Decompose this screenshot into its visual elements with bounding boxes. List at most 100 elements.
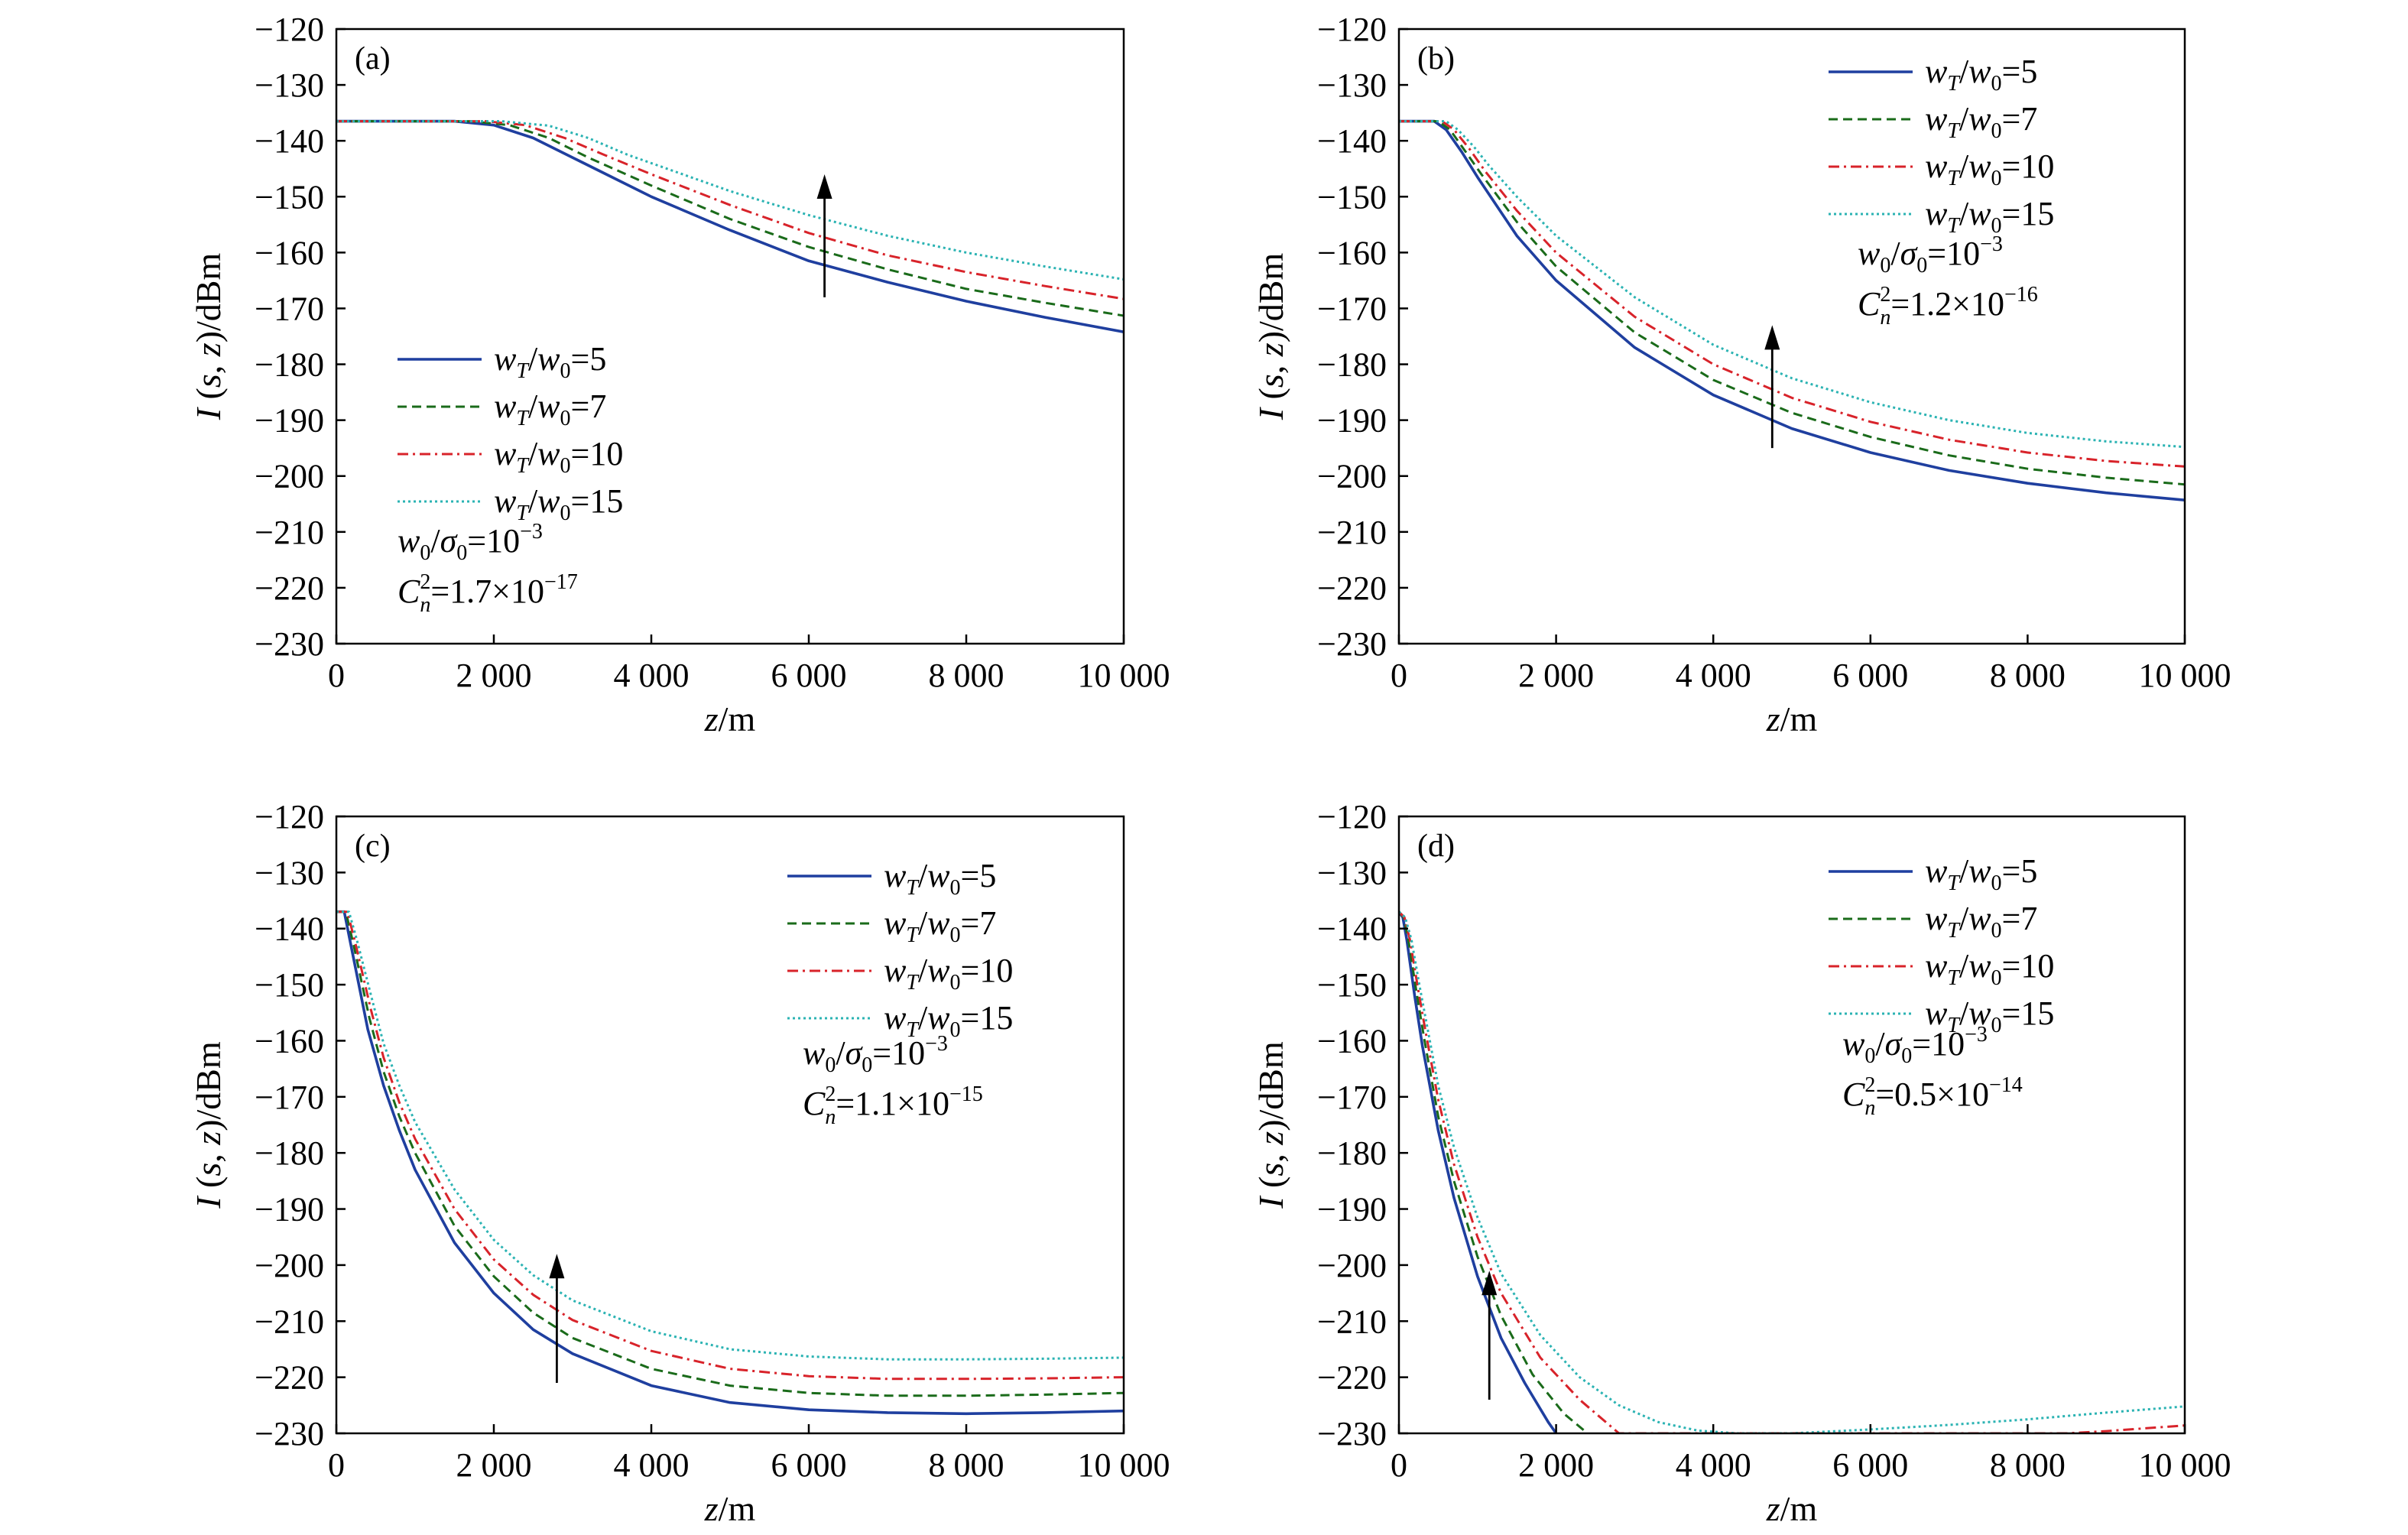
legend-entry: wT/w0=5 bbox=[1925, 53, 2037, 96]
series-line-10 bbox=[1399, 910, 2185, 1433]
y-tick-label: −210 bbox=[255, 514, 324, 551]
trend-arrow bbox=[1764, 325, 1780, 449]
y-tick-label: −170 bbox=[255, 1079, 324, 1116]
series-line-10 bbox=[336, 120, 1124, 300]
x-tick-label: 4 000 bbox=[614, 1446, 690, 1484]
y-tick-label: −170 bbox=[255, 290, 324, 327]
legend-entry: wT/w0=5 bbox=[1925, 852, 2037, 895]
series-group bbox=[1399, 119, 2185, 501]
y-tick-label: −150 bbox=[255, 966, 324, 1004]
y-tick-label: −190 bbox=[1317, 1191, 1387, 1228]
y-tick-label: −220 bbox=[1317, 1359, 1387, 1397]
plot-frame bbox=[1397, 815, 2186, 1435]
y-tick-label: −190 bbox=[255, 1191, 324, 1228]
series-group bbox=[1399, 910, 2185, 1433]
legend-entry: wT/w0=15 bbox=[494, 482, 623, 525]
param-cn2: C2 n=0.5×10−14 bbox=[1842, 1073, 2023, 1120]
x-tick-label: 4 000 bbox=[614, 657, 690, 694]
x-axis-label: z/m bbox=[704, 699, 756, 738]
y-tick-label: −230 bbox=[1317, 625, 1387, 663]
y-tick-label: −130 bbox=[255, 854, 324, 891]
y-tick-label: −190 bbox=[1317, 402, 1387, 440]
y-tick-label: −230 bbox=[255, 1415, 324, 1452]
x-tick-label: 10 000 bbox=[1078, 657, 1170, 694]
y-tick-label: −140 bbox=[1317, 910, 1387, 948]
y-tick-label: −130 bbox=[1317, 67, 1387, 104]
y-tick-label: −180 bbox=[255, 346, 324, 384]
y-tick-label: −200 bbox=[1317, 1247, 1387, 1284]
y-tick-label: −180 bbox=[255, 1134, 324, 1172]
x-tick-label: 4 000 bbox=[1676, 1446, 1751, 1484]
arrow-head bbox=[1481, 1271, 1498, 1296]
y-tick-label: −120 bbox=[255, 11, 324, 48]
x-tick-label: 6 000 bbox=[1832, 1446, 1908, 1484]
legend-entry: wT/w0=15 bbox=[1925, 195, 2054, 238]
y-tick-label: −160 bbox=[255, 1022, 324, 1060]
panel-label: (c) bbox=[355, 829, 391, 864]
chart-panel-a: −120 −130 −140 −150 −160 −170 −180 −190 −200 −210… bbox=[189, 11, 1170, 738]
param-ratio: w0/σ0=10−3 bbox=[803, 1032, 948, 1077]
trend-arrow bbox=[1481, 1271, 1498, 1400]
y-tick-label: −220 bbox=[1317, 570, 1387, 607]
y-tick-label: −150 bbox=[255, 178, 324, 216]
arrow-head bbox=[549, 1254, 565, 1279]
y-tick-label: −170 bbox=[1317, 290, 1387, 327]
x-tick-label: 8 000 bbox=[929, 1446, 1004, 1484]
y-axis-label: I (s, z)/dBm bbox=[1251, 253, 1290, 421]
series-line-5 bbox=[336, 910, 1124, 1416]
y-tick-label: −210 bbox=[1317, 514, 1387, 551]
y-tick-label: −200 bbox=[255, 1247, 324, 1284]
series-group bbox=[336, 910, 1124, 1416]
y-axis-label: I (s, z)/dBm bbox=[1251, 1041, 1290, 1209]
x-tick-label: 0 bbox=[328, 1446, 345, 1484]
param-ratio: w0/σ0=10−3 bbox=[1842, 1023, 1988, 1068]
y-tick-label: −140 bbox=[255, 122, 324, 160]
y-tick-label: −170 bbox=[1317, 1079, 1387, 1116]
legend-entry: wT/w0=7 bbox=[494, 388, 606, 430]
legend-entry: wT/w0=5 bbox=[494, 340, 606, 383]
chart-panel-c: −120 −130 −140 −150 −160 −170 −180 −190 −200 −210… bbox=[189, 798, 1170, 1528]
x-tick-label: 2 000 bbox=[1518, 1446, 1594, 1484]
x-tick-label: 8 000 bbox=[1990, 657, 2066, 694]
y-tick-label: −160 bbox=[1317, 1022, 1387, 1060]
y-tick-label: −180 bbox=[1317, 346, 1387, 384]
series-line-7 bbox=[336, 120, 1124, 317]
plot-frame bbox=[1397, 28, 2186, 645]
legend-entry: wT/w0=10 bbox=[1925, 148, 2054, 190]
x-axis-label: z/m bbox=[1766, 1489, 1818, 1528]
y-tick-label: −180 bbox=[1317, 1134, 1387, 1172]
legend: wT/w0=5wT/w0=7 wT/w0=10 wT/w0=15 bbox=[1829, 53, 2054, 238]
y-axis-label: I (s, z)/dBm bbox=[189, 1041, 228, 1209]
y-tick-label: −120 bbox=[1317, 11, 1387, 48]
y-tick-label: −150 bbox=[1317, 966, 1387, 1004]
series-line-5 bbox=[1399, 119, 2185, 501]
legend-entry: wT/w0=15 bbox=[884, 999, 1013, 1042]
x-tick-label: 2 000 bbox=[1518, 657, 1594, 694]
x-tick-label: 10 000 bbox=[1078, 1446, 1170, 1484]
x-tick-label: 10 000 bbox=[2139, 1446, 2231, 1484]
y-tick-label: −220 bbox=[255, 570, 324, 607]
y-tick-label: −210 bbox=[1317, 1303, 1387, 1340]
arrow-head bbox=[1764, 325, 1780, 350]
y-tick-label: −200 bbox=[255, 458, 324, 495]
arrow-head bbox=[816, 174, 832, 200]
y-tick-label: −130 bbox=[1317, 854, 1387, 891]
legend-entry: wT/w0=10 bbox=[1925, 947, 2054, 990]
x-tick-label: 0 bbox=[1391, 1446, 1407, 1484]
series-line-15 bbox=[1399, 910, 2185, 1433]
param-ratio: w0/σ0=10−3 bbox=[1858, 232, 2003, 277]
param-cn2: C2 n=1.2×10−16 bbox=[1858, 283, 2038, 329]
series-group bbox=[336, 119, 1124, 333]
x-axis-label: z/m bbox=[1766, 699, 1818, 738]
trend-arrow bbox=[816, 174, 832, 297]
y-tick-label: −230 bbox=[255, 625, 324, 663]
x-tick-label: 6 000 bbox=[771, 657, 847, 694]
y-tick-label: −160 bbox=[255, 234, 324, 271]
legend-entry: wT/w0=7 bbox=[884, 904, 996, 947]
legend-entry: wT/w0=7 bbox=[1925, 100, 2037, 143]
series-line-15 bbox=[336, 910, 1124, 1361]
x-tick-label: 2 000 bbox=[456, 1446, 532, 1484]
